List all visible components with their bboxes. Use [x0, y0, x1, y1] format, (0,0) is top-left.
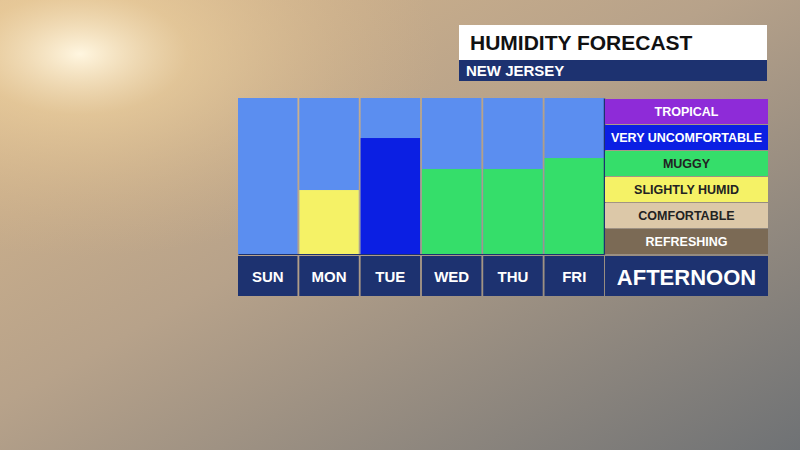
y-tick-box — [605, 99, 768, 124]
bar — [545, 158, 604, 254]
y-tick-label: TROPICAL — [655, 105, 719, 119]
x-tick: MON — [299, 254, 358, 296]
x-tick-label: WED — [434, 268, 469, 285]
column-background — [361, 98, 420, 254]
y-tick-box — [605, 151, 768, 176]
x-tick-label: MON — [312, 268, 347, 285]
sun-glow — [0, 0, 800, 450]
bars — [299, 138, 604, 254]
title: HUMIDITY FORECAST — [470, 31, 693, 54]
x-tick-box — [238, 256, 297, 296]
x-axis: SUN MON TUE WED THU FRI — [238, 254, 605, 296]
y-tick-label: SLIGHTLY HUMID — [634, 183, 739, 197]
column-background — [422, 98, 481, 254]
x-tick-label: THU — [498, 268, 529, 285]
bar — [299, 190, 358, 254]
y-tick: COMFORTABLE — [604, 203, 768, 228]
x-label: AFTERNOON — [617, 265, 756, 290]
x-tick-label: TUE — [375, 268, 405, 285]
y-tick: TROPICAL — [604, 99, 768, 124]
x-tick: FRI — [545, 254, 604, 296]
subtitle-box — [459, 60, 767, 81]
subtitle: NEW JERSEY — [466, 62, 564, 79]
bar — [361, 138, 420, 254]
y-tick-label: REFRESHING — [646, 235, 728, 249]
x-tick: THU — [483, 254, 542, 296]
y-tick-label: VERY UNCOMFORTABLE — [611, 131, 762, 145]
bar — [238, 254, 297, 255]
y-tick: REFRESHING — [604, 229, 768, 254]
x-tick: WED — [422, 254, 481, 296]
x-tick-box — [483, 256, 542, 296]
x-tick: SUN — [238, 254, 297, 296]
column-background — [299, 98, 358, 254]
y-tick-box — [605, 229, 768, 254]
x-tick: TUE — [361, 254, 420, 296]
x-tick-label: FRI — [562, 268, 586, 285]
x-tick-label: SUN — [252, 268, 284, 285]
y-tick: VERY UNCOMFORTABLE — [604, 125, 768, 150]
x-tick-box — [361, 256, 420, 296]
bar — [483, 169, 542, 254]
y-tick-label: MUGGY — [663, 157, 711, 171]
column-backgrounds — [238, 98, 604, 254]
y-tick: MUGGY — [604, 151, 768, 176]
y-tick-label: COMFORTABLE — [638, 209, 734, 223]
column-background — [238, 98, 297, 254]
x-tick-box — [299, 256, 358, 296]
x-label-box — [605, 256, 768, 296]
background — [0, 0, 800, 450]
y-axis: REFRESHING COMFORTABLE SLIGHTLY HUMID MUGGY… — [604, 99, 768, 255]
y-tick-box — [605, 203, 768, 228]
x-tick-box — [545, 256, 604, 296]
title-box — [459, 25, 767, 60]
column-background — [483, 98, 542, 254]
bar — [422, 169, 481, 254]
y-tick-box — [605, 177, 768, 202]
y-tick: SLIGHTLY HUMID — [604, 177, 768, 202]
column-background — [545, 98, 604, 254]
x-tick-box — [422, 256, 481, 296]
y-tick-box — [605, 125, 768, 150]
x-axis-line — [239, 254, 605, 255]
